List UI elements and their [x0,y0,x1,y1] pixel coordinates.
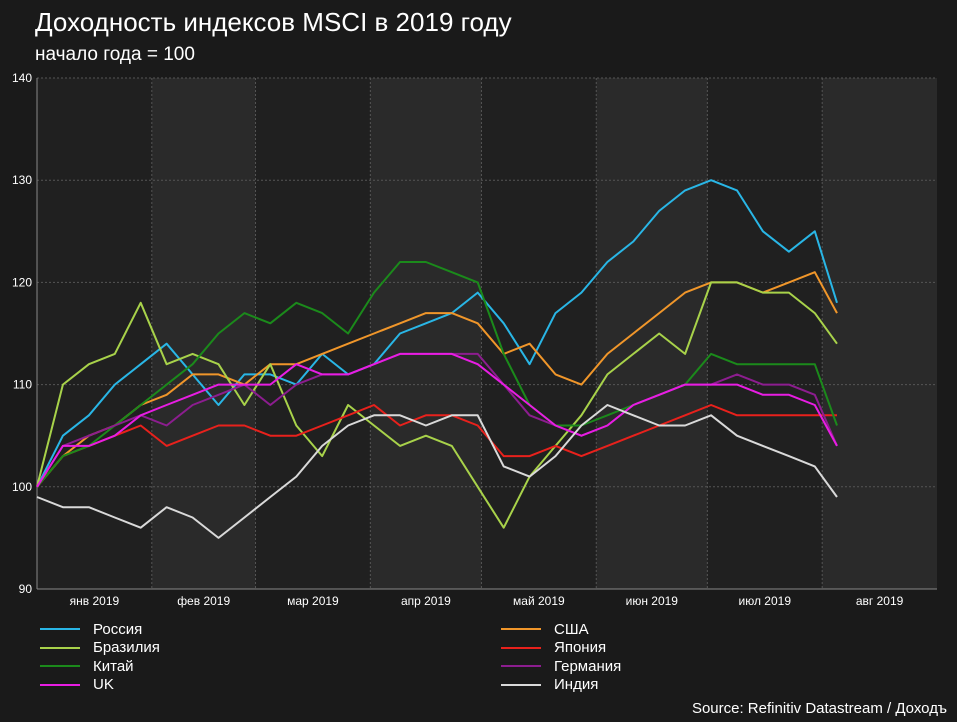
series-line-0 [36,179,838,488]
legend-swatch [40,628,80,631]
month-band [151,78,256,589]
legend-label: Япония [554,639,607,657]
series-line-1 [36,271,838,488]
legend-item-germany: Германия [501,657,621,676]
x-tick-label: авг 2019 [856,594,904,608]
legend-left: Россия Бразилия Китай UK [40,620,160,694]
x-tick-label: фев 2019 [177,594,230,608]
legend-label: UK [93,676,114,694]
series-line-7 [36,404,838,539]
x-tick-label: май 2019 [513,594,565,608]
legend-label: Германия [554,657,622,675]
legend-swatch [501,646,541,649]
series-line-4 [36,261,838,488]
legend-swatch [501,628,541,631]
legend-label: Китай [93,657,134,675]
legend-item-india: Индия [501,676,621,695]
y-tick-label: 100 [12,480,32,494]
legend-label: Индия [554,676,599,694]
legend-item-uk: UK [40,676,160,695]
legend-swatch [501,683,541,686]
legend-item-japan: Япония [501,639,621,658]
x-tick-label: июл 2019 [739,594,792,608]
chart-subtitle: начало года = 100 [35,44,195,65]
x-tick-label: апр 2019 [401,594,451,608]
legend-swatch [40,646,80,649]
series-line-2 [36,281,838,529]
legend-item-brazil: Бразилия [40,639,160,658]
legend-label: США [554,620,589,638]
legend-swatch [501,665,541,668]
y-tick-label: 140 [12,71,32,85]
x-tick-label: мар 2019 [287,594,339,608]
series-line-3 [36,404,837,488]
legend-right: США Япония Германия Индия [501,620,621,694]
series-line-6 [36,352,838,488]
x-tick-label: июн 2019 [626,594,679,608]
y-tick-label: 90 [19,582,33,596]
legend-swatch [40,683,80,686]
legend-label: Россия [93,620,143,638]
legend-item-china: Китай [40,657,160,676]
legend-item-usa: США [501,620,621,639]
source-note: Source: Refinitiv Datastream / Доходъ [691,700,947,717]
legend-item-russia: Россия [40,620,160,639]
month-band [370,78,482,589]
month-band [822,78,937,589]
y-tick-label: 130 [12,173,32,187]
legend-label: Бразилия [93,639,160,657]
y-tick-label: 120 [12,275,32,289]
chart-title: Доходность индексов MSCI в 2019 году [35,7,512,37]
month-band [596,78,708,589]
legend-swatch [40,665,80,668]
y-tick-label: 110 [13,378,32,392]
x-tick-label: янв 2019 [70,594,120,608]
